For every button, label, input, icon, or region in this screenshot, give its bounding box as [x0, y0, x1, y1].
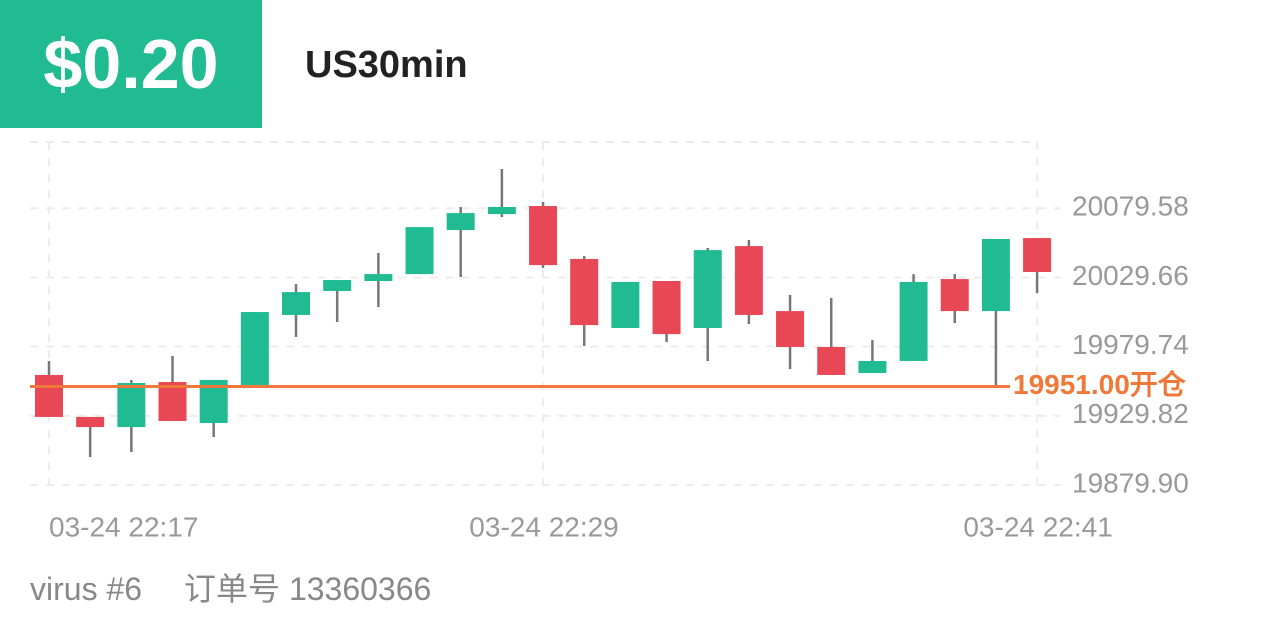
candle-body: [35, 374, 63, 417]
candle-body: [323, 280, 352, 291]
y-tick-label: 20029.66: [1072, 260, 1189, 291]
candle-body: [858, 360, 887, 374]
candle-body: [364, 274, 393, 282]
y-tick-label: 19979.74: [1072, 329, 1189, 360]
candle-body: [817, 346, 846, 375]
candle-body: [158, 382, 187, 421]
order-label: 订单号 13360366: [184, 571, 432, 607]
candle-body: [570, 258, 599, 326]
y-tick-label: 20079.58: [1072, 191, 1189, 222]
candle-body: [693, 250, 722, 328]
candle-body: [446, 213, 475, 231]
candle-body: [776, 311, 805, 347]
candle-body: [1023, 238, 1052, 272]
candle-body: [940, 279, 969, 312]
candle-body: [487, 206, 516, 215]
candle-body: [405, 227, 434, 275]
order-line-label: 19951.00开仓: [1013, 369, 1187, 400]
candle-body: [652, 281, 681, 335]
x-tick-label: 03-24 22:29: [469, 511, 618, 542]
user-label: virus #6: [30, 571, 143, 607]
candle-body: [981, 239, 1010, 312]
candle-body: [529, 206, 558, 266]
symbol-title: US30min: [305, 44, 468, 86]
y-tick-label: 19879.90: [1072, 467, 1189, 498]
candle-body: [899, 281, 928, 361]
price-badge: $0.20: [0, 0, 262, 128]
x-tick-label: 03-24 22:17: [49, 511, 198, 542]
candle-body: [611, 281, 640, 328]
candle-body: [76, 416, 105, 428]
x-tick-label: 03-24 22:41: [963, 511, 1112, 542]
chart: 20079.58 20029.66 19979.74 19929.82 19879.90…: [30, 141, 1189, 542]
candle-body: [117, 383, 146, 428]
y-tick-label: 19929.82: [1072, 398, 1189, 429]
candle-body: [240, 312, 269, 385]
candle-body: [282, 292, 311, 315]
candle-body: [734, 246, 763, 315]
footer: virus #6 订单号 13360366: [30, 564, 473, 610]
